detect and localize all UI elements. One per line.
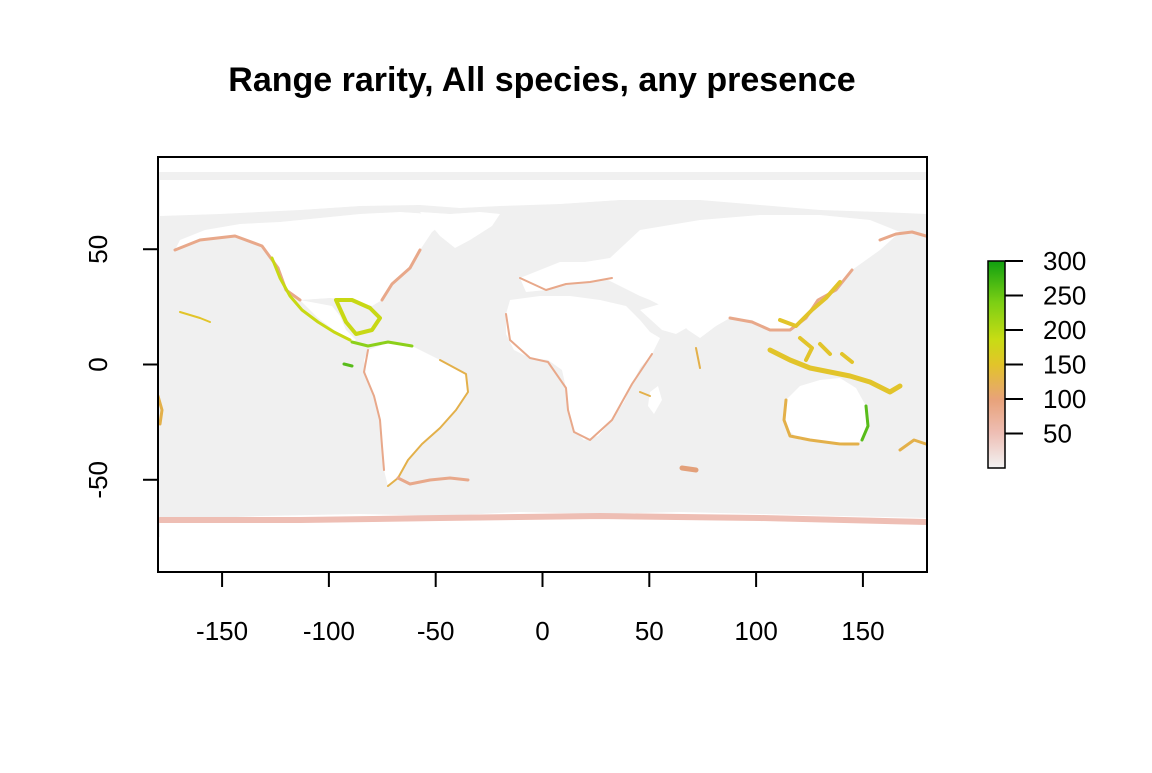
- x-tick-label: 50: [635, 616, 664, 646]
- y-ticks: 50 0 -50: [83, 235, 159, 499]
- central-america: [300, 300, 356, 342]
- south-america: [364, 342, 468, 486]
- legend-tick-label: 100: [1043, 384, 1086, 414]
- madagascar: [648, 386, 662, 414]
- x-axis: -150 -100 -50 0 50 100 150: [196, 571, 885, 646]
- legend-tick-label: 200: [1043, 315, 1086, 345]
- x-tick-label: 150: [841, 616, 884, 646]
- legend-colorbar: [987, 260, 1006, 469]
- legend-tick-label: 150: [1043, 350, 1086, 380]
- x-tick-label: -100: [303, 616, 355, 646]
- australia: [784, 378, 868, 446]
- x-tick-label: 100: [734, 616, 777, 646]
- color-legend: 300 250 200 150 100 50: [987, 246, 1086, 469]
- map-area: [158, 172, 927, 572]
- legend-tick-label: 250: [1043, 281, 1086, 311]
- legend-tick-label: 50: [1043, 419, 1072, 449]
- x-ticks: -150 -100 -50 0 50 100 150: [196, 572, 885, 646]
- y-axis: 50 0 -50: [83, 235, 159, 499]
- x-tick-label: -150: [196, 616, 248, 646]
- y-tick-label: 50: [83, 235, 113, 264]
- arabia: [640, 304, 690, 334]
- asia: [600, 215, 900, 338]
- arctic-land: [160, 180, 927, 216]
- y-tick-label: 0: [83, 357, 113, 371]
- x-tick-label: 0: [535, 616, 549, 646]
- chart-title: Range rarity, All species, any presence: [228, 61, 855, 99]
- y-tick-label: -50: [83, 461, 113, 499]
- legend-tick-label: 300: [1043, 246, 1086, 276]
- coastal-rarity: [158, 230, 927, 525]
- legend-ticks: 300 250 200 150 100 50: [1005, 246, 1086, 449]
- north-america: [175, 212, 445, 306]
- greenland: [420, 212, 500, 248]
- x-tick-label: -50: [417, 616, 455, 646]
